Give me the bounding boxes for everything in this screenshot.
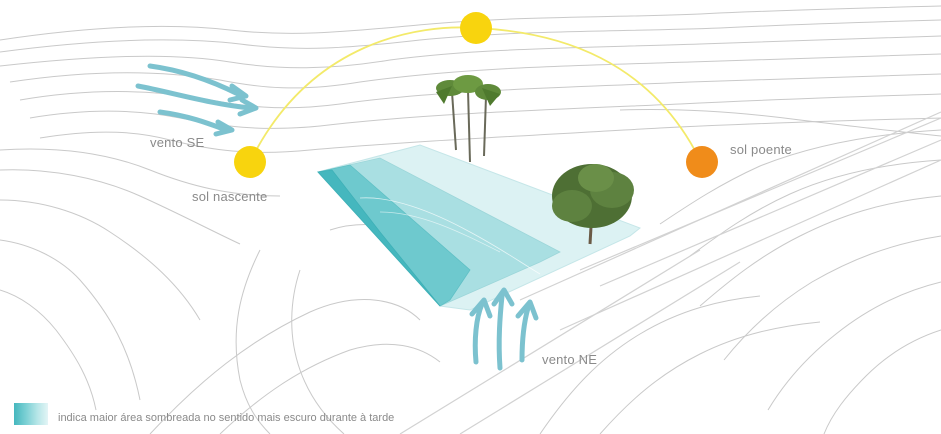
shaded-site-area	[317, 144, 641, 311]
wind-se-arrows-icon	[135, 63, 259, 137]
sunrise-sun-icon	[234, 146, 266, 178]
sunset-label: sol poente	[730, 142, 792, 157]
legend-shade-swatch	[14, 403, 48, 425]
wind-ne-label: vento NE	[542, 352, 598, 367]
wind-se-label: vento SE	[150, 135, 205, 150]
wind-ne-arrows-icon	[469, 287, 539, 371]
sunset-sun-icon	[686, 146, 718, 178]
legend-text: indica maior área sombreada no sentido m…	[58, 412, 395, 424]
palm-trees-icon	[436, 75, 501, 163]
noon-sun-icon	[460, 12, 492, 44]
road-lines	[399, 111, 941, 434]
sunrise-label: sol nascente	[192, 189, 268, 204]
sun-path-arc	[249, 26, 701, 163]
tree-icon	[552, 164, 634, 245]
